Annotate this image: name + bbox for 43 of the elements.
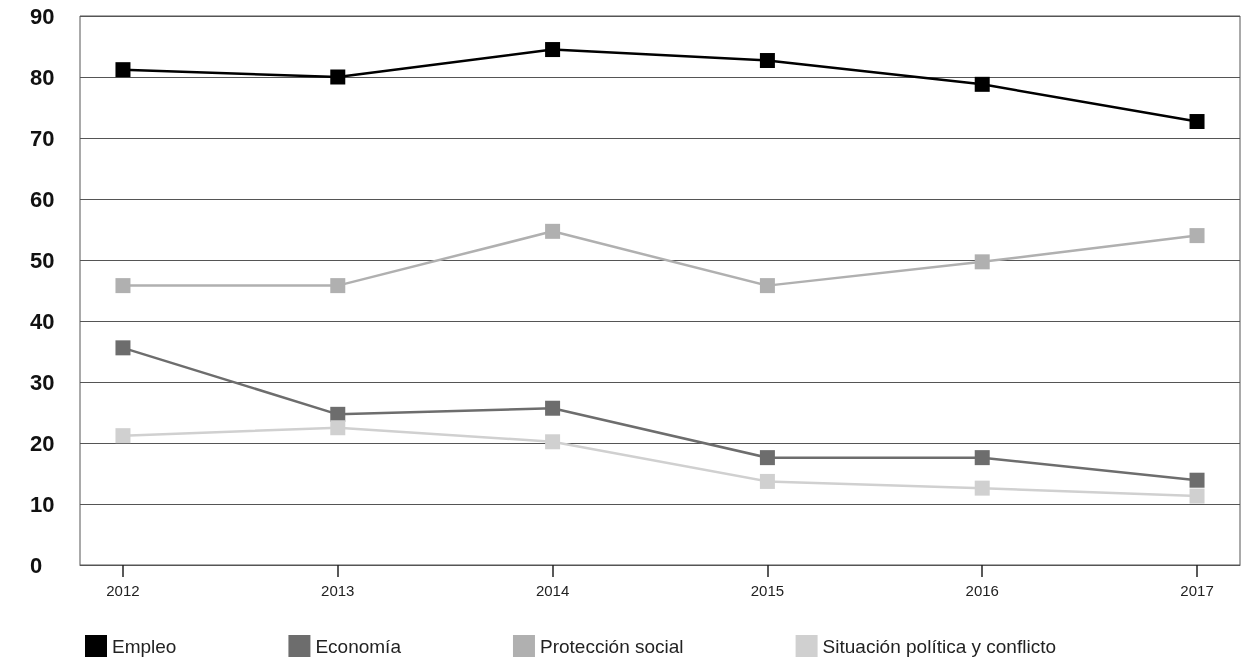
point [115, 278, 131, 294]
point [759, 278, 775, 294]
point [545, 42, 561, 58]
point [545, 400, 561, 416]
point [1189, 472, 1205, 488]
point [974, 254, 990, 270]
legend-label: Empleo [112, 635, 177, 657]
point [759, 473, 775, 489]
x-tick-label: 2012 [106, 582, 140, 599]
y-tick-label: 20 [30, 430, 55, 456]
y-tick-label: 90 [30, 3, 55, 29]
legend-label: Economía [315, 635, 402, 657]
point [974, 450, 990, 466]
point [974, 480, 990, 496]
y-tick-label: 40 [30, 308, 55, 334]
legend-label: Situación política y conflicto [822, 635, 1056, 657]
x-tick-label: 2016 [965, 582, 999, 599]
y-tick-label: 80 [30, 64, 55, 90]
x-tick-label: 2015 [750, 582, 785, 599]
y-tick-label: 60 [30, 186, 55, 212]
point [974, 76, 990, 92]
x-tick-label: 2014 [535, 582, 570, 599]
point [1189, 488, 1205, 504]
x-tick-label: 2017 [1180, 582, 1214, 599]
point [1189, 114, 1205, 130]
point [330, 278, 346, 294]
y-tick-label: 30 [30, 369, 55, 395]
y-tick-label: 0 [30, 552, 43, 578]
y-tick-label: 10 [30, 491, 55, 517]
x-tick-label: 2013 [321, 582, 355, 599]
point [115, 340, 131, 356]
point [759, 450, 775, 466]
point [115, 428, 131, 444]
point [545, 223, 561, 239]
y-tick-label: 70 [30, 125, 55, 151]
point [759, 53, 775, 69]
point [545, 434, 561, 450]
legend-label: Protección social [539, 635, 684, 657]
y-tick-label: 50 [30, 247, 55, 273]
point [330, 69, 346, 85]
point [1189, 228, 1205, 244]
point [115, 62, 131, 78]
point [330, 420, 346, 436]
